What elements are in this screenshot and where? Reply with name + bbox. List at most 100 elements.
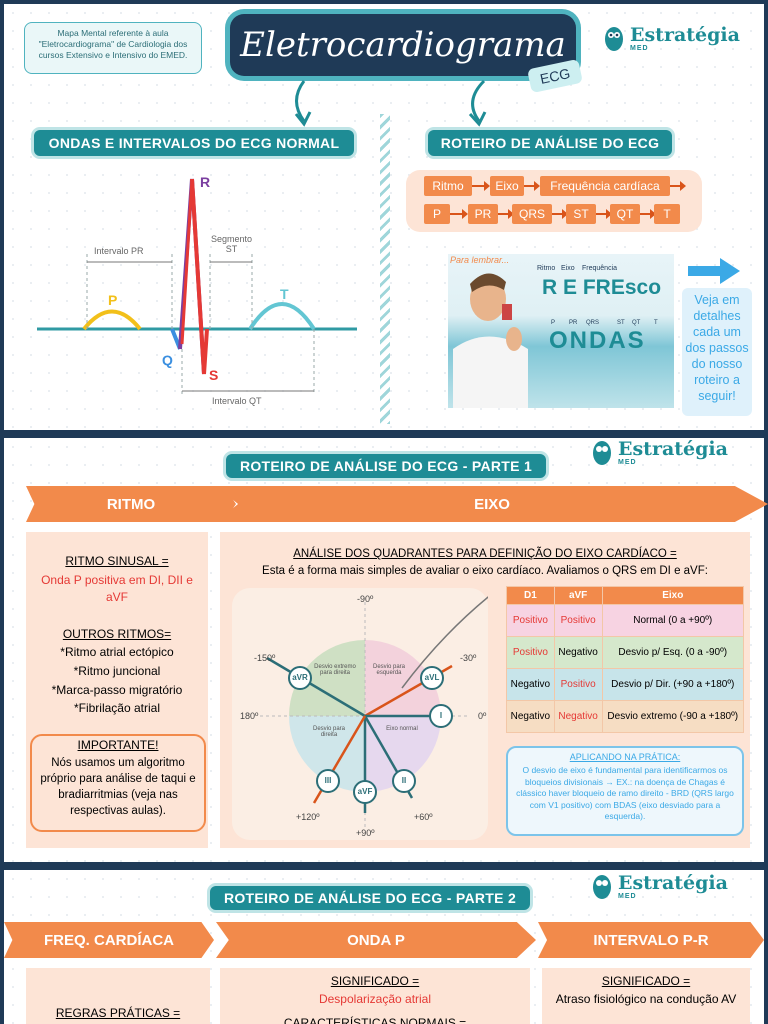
flow-qrs: QRS	[512, 204, 552, 224]
table-header: D1	[506, 586, 555, 605]
mnemonic-top-freq: Frequência	[582, 265, 618, 272]
flow-qt: QT	[610, 204, 640, 224]
mnemonic-top-eixo: Eixo	[561, 265, 575, 272]
lead-i: I	[439, 711, 443, 720]
important-title: IMPORTANTE!	[77, 738, 159, 752]
part2-title: ROTEIRO DE ANÁLISE DO ECG - PARTE 2	[210, 886, 530, 910]
angle-top: -90º	[357, 594, 374, 604]
lead-avf: aVF	[357, 787, 373, 796]
lead-avl: aVL	[424, 673, 440, 682]
onda-p-text: Despolarização atrial	[318, 992, 432, 1006]
table-header: Eixo	[601, 586, 744, 605]
ritmo-item-2: *Ritmo juncional	[73, 664, 161, 678]
label-pr: Intervalo PR	[94, 246, 144, 256]
axis-diagram	[260, 596, 488, 828]
ritmo-sinusal-heading: RITMO SINUSAL =	[65, 554, 169, 568]
freq-heading: REGRAS PRÁTICAS =	[55, 1006, 181, 1020]
label-st: Segmento ST	[210, 234, 253, 254]
onda-p-heading-2: CARACTERÍSTICAS NORMAIS =	[283, 1016, 467, 1024]
lead-ii: II	[401, 776, 407, 785]
mnemonic-small-st: ST	[617, 320, 625, 326]
curved-arrows-icon	[294, 79, 487, 127]
table-row: Negativo Positivo Desvio p/ Dir. (+90 a …	[506, 668, 744, 701]
mnemonic-small-t: T	[654, 320, 658, 326]
label-r: R	[200, 174, 211, 190]
page-title: Eletrocardiograma	[230, 14, 576, 76]
mnemonic-small-qrs: QRS	[586, 320, 600, 326]
angle-tl: -150º	[254, 653, 276, 663]
logo: Estratégia MED	[592, 872, 728, 900]
logo-name: Estratégia	[618, 437, 728, 460]
lead-avr: aVR	[292, 673, 308, 682]
divider	[380, 114, 390, 424]
ritmo-item-4: *Fibrilação atrial	[73, 701, 161, 715]
owl-icon	[593, 441, 611, 465]
logo-sub: MED	[618, 458, 637, 466]
ritmo-item-3: *Marca-passo migratório	[51, 683, 183, 697]
quadrant-normal: Eixo normal	[386, 726, 418, 732]
part2-panel: ROTEIRO DE ANÁLISE DO ECG - PARTE 2 Estr…	[4, 870, 764, 1024]
mnemonic-small-p: P	[551, 320, 556, 326]
remember-label: Para lembrar...	[450, 255, 510, 265]
flow-freq: Frequência cardíaca	[540, 176, 670, 196]
quadrant-ext-right: Desvio extremo para direita	[314, 664, 356, 676]
onda-p-heading: SIGNIFICADO =	[330, 974, 420, 988]
table-row: Negativo Negativo Desvio extremo (-90 a …	[506, 700, 744, 733]
mnemonic-small-pr: PR	[569, 320, 578, 326]
person-drinking-icon	[453, 273, 528, 408]
section-title-waves: ONDAS E INTERVALOS DO ECG NORMAL	[34, 130, 354, 156]
owl-icon	[593, 875, 611, 899]
pratica-title: APLICANDO NA PRÁTICA:	[569, 752, 681, 762]
angle-left: 180º	[240, 711, 259, 721]
mnemonic-small-qt: QT	[632, 320, 641, 326]
mnemonic-word: R E FREsco	[542, 276, 662, 299]
logo-sub: MED	[630, 44, 649, 52]
flow-st: ST	[566, 204, 596, 224]
quadrant-right: Desvio para direita	[312, 726, 345, 738]
bar-ritmo: RITMO	[26, 486, 236, 522]
table-row: Positivo Negativo Desvio p/ Esq. (0 a -9…	[506, 636, 744, 669]
outros-ritmos-heading: OUTROS RITMOS=	[62, 627, 172, 641]
quadrant-left: Desvio para esquerda	[372, 664, 405, 676]
angle-bl: +120º	[296, 812, 320, 822]
freq-box	[26, 968, 210, 1024]
pratica-text: O desvio de eixo é fundamental para iden…	[516, 765, 734, 821]
table-row: Positivo Positivo Normal (0 a +90º)	[506, 604, 744, 637]
important-box	[30, 734, 206, 832]
part1-title: ROTEIRO DE ANÁLISE DO ECG - PARTE 1	[226, 454, 546, 478]
part1-panel: ROTEIRO DE ANÁLISE DO ECG - PARTE 1 Estr…	[4, 438, 768, 862]
pr-heading: SIGNIFICADO =	[601, 974, 691, 988]
intro-panel: Mapa Mental referente à aula "Eletrocard…	[4, 4, 764, 430]
logo-name: Estratégia	[618, 871, 728, 894]
eixo-heading: ANÁLISE DOS QUADRANTES PARA DEFINIÇÃO DO…	[293, 548, 677, 560]
logo-sub: MED	[618, 892, 637, 900]
angle-br: +60º	[414, 812, 433, 822]
section-title-roteiro: ROTEIRO DE ANÁLISE DO ECG	[428, 130, 672, 156]
logo: Estratégia MED	[592, 438, 728, 466]
header-note: Mapa Mental referente à aula "Eletrocard…	[24, 22, 202, 74]
mnemonic-top-ritmo: Ritmo	[537, 265, 556, 272]
flow-p: P	[424, 204, 450, 224]
flow-eixo: Eixo	[490, 176, 524, 196]
ritmo-item-1: *Ritmo atrial ectópico	[60, 645, 174, 659]
angle-bottom: +90º	[356, 828, 375, 838]
flow-ritmo: Ritmo	[424, 176, 472, 196]
right-arrow-icon	[688, 258, 740, 284]
angle-tr: -30º	[460, 653, 477, 663]
ritmo-sinusal-text: Onda P positiva em DI, DII e aVF	[41, 573, 193, 604]
pratica-box	[506, 746, 744, 836]
label-q: Q	[162, 352, 173, 368]
pr-text: Atraso fisiológico na condução AV	[555, 992, 737, 1006]
bar-eixo: EIXO	[216, 486, 768, 522]
label-t: T	[280, 286, 289, 302]
table-header: aVF	[553, 586, 603, 605]
angle-right: 0º	[478, 711, 487, 721]
logo-name: Estratégia	[630, 23, 740, 46]
important-text: Nós usamos um algoritmo próprio para aná…	[40, 757, 196, 817]
logo: Estratégia MED	[604, 24, 740, 52]
flow-pr: PR	[468, 204, 498, 224]
label-p: P	[108, 292, 118, 308]
side-note: Veja em detalhes cada um dos passos do n…	[682, 288, 752, 416]
lead-iii: III	[324, 776, 332, 785]
ecg-waveform	[37, 178, 357, 394]
